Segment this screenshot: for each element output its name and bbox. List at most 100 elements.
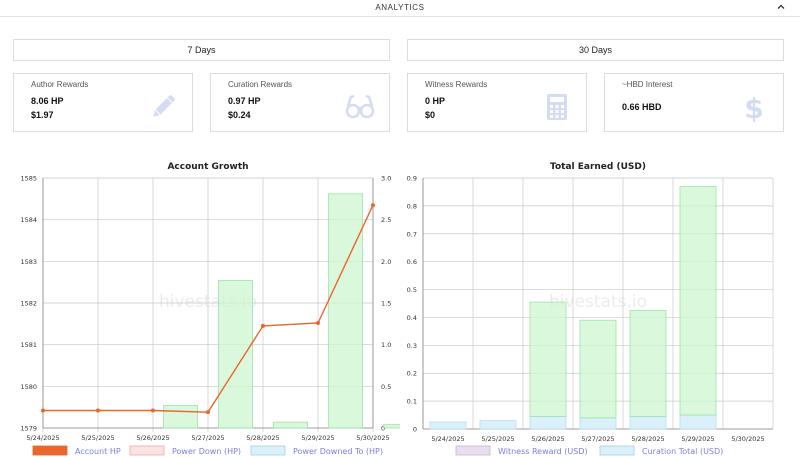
calculator-icon bbox=[547, 94, 567, 120]
y-tick: 0.5 bbox=[407, 286, 417, 294]
curation-bar bbox=[529, 416, 567, 430]
x-tick: 5/24/2025 bbox=[431, 435, 464, 443]
author-bar bbox=[579, 319, 617, 419]
account-hp-point bbox=[261, 323, 265, 328]
curation-bar bbox=[479, 420, 517, 430]
card-value-usd: $0 bbox=[425, 110, 436, 120]
legend-label: Witness Reward (USD) bbox=[498, 447, 588, 456]
x-tick: 5/25/2025 bbox=[481, 435, 514, 443]
curation-rewards-card: Curation Rewards 0.97 HP $0.24 bbox=[210, 73, 390, 132]
x-tick: 5/24/2025 bbox=[26, 434, 59, 442]
y-tick-left: 1580 bbox=[20, 383, 37, 391]
account-growth-svg: Account Growthhivestats.io15791580158115… bbox=[20, 162, 418, 456]
watermark: hivestats.io bbox=[549, 292, 647, 312]
legend-swatch bbox=[32, 445, 68, 456]
power-down-bar bbox=[273, 421, 308, 429]
hbd-interest-card: ~HBD Interest 0.66 HBD $ bbox=[604, 73, 784, 132]
chart-title: Account Growth bbox=[167, 162, 248, 172]
curation-bar bbox=[679, 414, 717, 430]
total-earned-chart: Total Earned (USD) hivestats.io 0 0.1 0.2 0.3… bbox=[395, 155, 800, 457]
x-tick: 5/29/2025 bbox=[301, 434, 334, 442]
account-hp-point bbox=[206, 410, 210, 415]
x-tick: 5/27/2025 bbox=[191, 434, 224, 442]
legend-swatch bbox=[250, 445, 286, 456]
y-tick: 0.4 bbox=[407, 314, 417, 322]
account-growth-chart: Account Growth hivestats.io 1579 1580 1581 15… bbox=[0, 155, 418, 457]
power-down-bar bbox=[328, 193, 363, 429]
witness-rewards-card: Witness Rewards 0 HP $0 bbox=[407, 73, 587, 132]
card-label: Witness Rewards bbox=[425, 80, 488, 89]
curation-bar bbox=[579, 417, 617, 430]
y-tick: 0.1 bbox=[407, 398, 417, 406]
author-bar bbox=[679, 185, 717, 416]
author-rewards-card: Author Rewards 8.06 HP $1.97 bbox=[13, 73, 193, 132]
legend-label: Power Downed To (HP) bbox=[293, 447, 383, 456]
y-tick: 0.7 bbox=[407, 230, 417, 238]
card-value-hp: 8.06 HP bbox=[31, 96, 64, 106]
x-tick: 5/26/2025 bbox=[531, 435, 564, 443]
y-tick-right: 0 bbox=[381, 425, 385, 433]
card-label: Author Rewards bbox=[31, 80, 89, 89]
x-tick: 5/29/2025 bbox=[681, 435, 714, 443]
card-value-hp: 0.97 HP bbox=[228, 96, 261, 106]
analytics-title: ANALYTICS bbox=[375, 3, 425, 12]
power-down-bar bbox=[218, 280, 253, 429]
x-tick: 5/27/2025 bbox=[581, 435, 614, 443]
legend-swatch bbox=[599, 445, 635, 456]
account-hp-point bbox=[151, 408, 155, 413]
curation-bar bbox=[629, 416, 667, 430]
curation-bar bbox=[429, 421, 467, 430]
period-30-days-button[interactable]: 30 Days bbox=[407, 39, 784, 61]
card-value-usd: $0.24 bbox=[228, 110, 251, 120]
legend-label: Account HP bbox=[75, 447, 121, 456]
period-7-days-button[interactable]: 7 Days bbox=[13, 39, 390, 61]
card-label: ~HBD Interest bbox=[622, 80, 673, 89]
power-down-bar bbox=[163, 405, 198, 429]
y-tick-left: 1581 bbox=[20, 341, 37, 349]
y-tick: 0.3 bbox=[407, 342, 417, 350]
y-tick-right: 1.0 bbox=[381, 341, 391, 349]
x-tick: 5/30/2025 bbox=[731, 435, 764, 443]
x-tick: 5/28/2025 bbox=[246, 434, 279, 442]
chevron-up-icon[interactable] bbox=[776, 2, 786, 12]
analytics-header[interactable]: ANALYTICS bbox=[0, 0, 800, 17]
y-tick-right: 0.5 bbox=[381, 383, 391, 391]
account-hp-point bbox=[316, 321, 320, 325]
y-tick-left: 1579 bbox=[20, 425, 37, 433]
y-tick-left: 1585 bbox=[20, 175, 37, 183]
legend-swatch bbox=[455, 445, 491, 456]
y-tick-right: 3.0 bbox=[381, 175, 391, 183]
legend-label: Curation Total (USD) bbox=[642, 447, 723, 456]
y-tick: 0.6 bbox=[407, 258, 417, 266]
legend-swatch bbox=[129, 445, 165, 456]
account-hp-point bbox=[41, 408, 45, 413]
y-tick-right: 2.5 bbox=[381, 216, 391, 224]
card-value-usd: $1.97 bbox=[31, 110, 54, 120]
card-label: Curation Rewards bbox=[228, 80, 293, 89]
card-value-hbd: 0.66 HBD bbox=[622, 102, 662, 112]
card-value-hp: 0 HP bbox=[425, 96, 446, 106]
legend-label: Power Down (HP) bbox=[172, 447, 241, 456]
author-bar bbox=[629, 310, 667, 417]
account-hp-point bbox=[371, 203, 375, 208]
y-tick-right: 1.5 bbox=[381, 300, 391, 308]
y-tick: 0.9 bbox=[407, 175, 417, 183]
author-bar bbox=[529, 301, 567, 417]
account-hp-point bbox=[96, 408, 100, 413]
x-tick: 5/25/2025 bbox=[81, 434, 114, 442]
dollar-icon: $ bbox=[744, 92, 763, 122]
y-tick-left: 1584 bbox=[20, 216, 37, 224]
x-tick: 5/28/2025 bbox=[631, 435, 664, 443]
chart-title: Total Earned (USD) bbox=[550, 162, 646, 172]
pencil-icon bbox=[153, 95, 175, 117]
total-earned-svg: Total Earned (USD) hivestats.io 0 0.1 0.2 0.3… bbox=[407, 162, 774, 456]
y-tick-left: 1583 bbox=[20, 258, 37, 266]
y-tick: 0.2 bbox=[407, 370, 417, 378]
y-tick-left: 1582 bbox=[20, 300, 37, 308]
y-tick: 0.8 bbox=[407, 202, 417, 210]
glasses-icon bbox=[345, 94, 375, 119]
svg-text:$: $ bbox=[744, 92, 763, 122]
y-tick-right: 2.0 bbox=[381, 258, 391, 266]
x-tick: 5/30/2025 bbox=[356, 434, 389, 442]
y-tick: 0 bbox=[413, 426, 417, 434]
